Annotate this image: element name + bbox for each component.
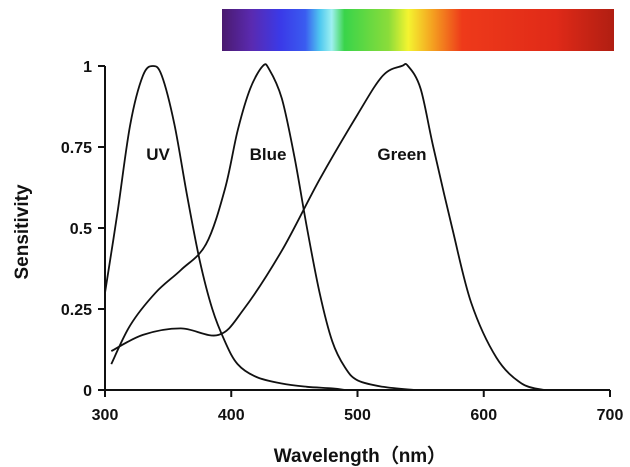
sensitivity-curves — [104, 63, 545, 391]
y-tick-label: 0.5 — [70, 221, 92, 238]
color-spectrum-bar — [222, 9, 614, 51]
y-tick-label: 0.75 — [61, 140, 92, 157]
x-tick-label: 300 — [92, 407, 119, 424]
y-tick-label: 1 — [83, 59, 92, 76]
curve-uv — [104, 65, 346, 391]
y-axis-title: Sensitivity — [12, 184, 33, 279]
x-tick-label: 400 — [218, 407, 245, 424]
x-axis-title: Wavelength（nm） — [274, 444, 446, 467]
y-ticks: 0 0.25 0.5 0.75 1 — [61, 59, 105, 400]
curve-green — [110, 63, 545, 391]
x-ticks: 300 400 500 600 700 — [92, 390, 624, 424]
x-tick-label: 500 — [344, 407, 371, 424]
curve-blue — [110, 63, 415, 391]
y-tick-label: 0.25 — [61, 302, 92, 319]
series-label-uv: UV — [146, 145, 170, 164]
series-label-green: Green — [377, 145, 426, 164]
x-tick-label: 600 — [470, 407, 497, 424]
series-labels: UV Blue Green — [146, 145, 426, 164]
x-tick-label: 700 — [597, 407, 624, 424]
series-label-blue: Blue — [250, 145, 287, 164]
y-tick-label: 0 — [83, 383, 92, 400]
